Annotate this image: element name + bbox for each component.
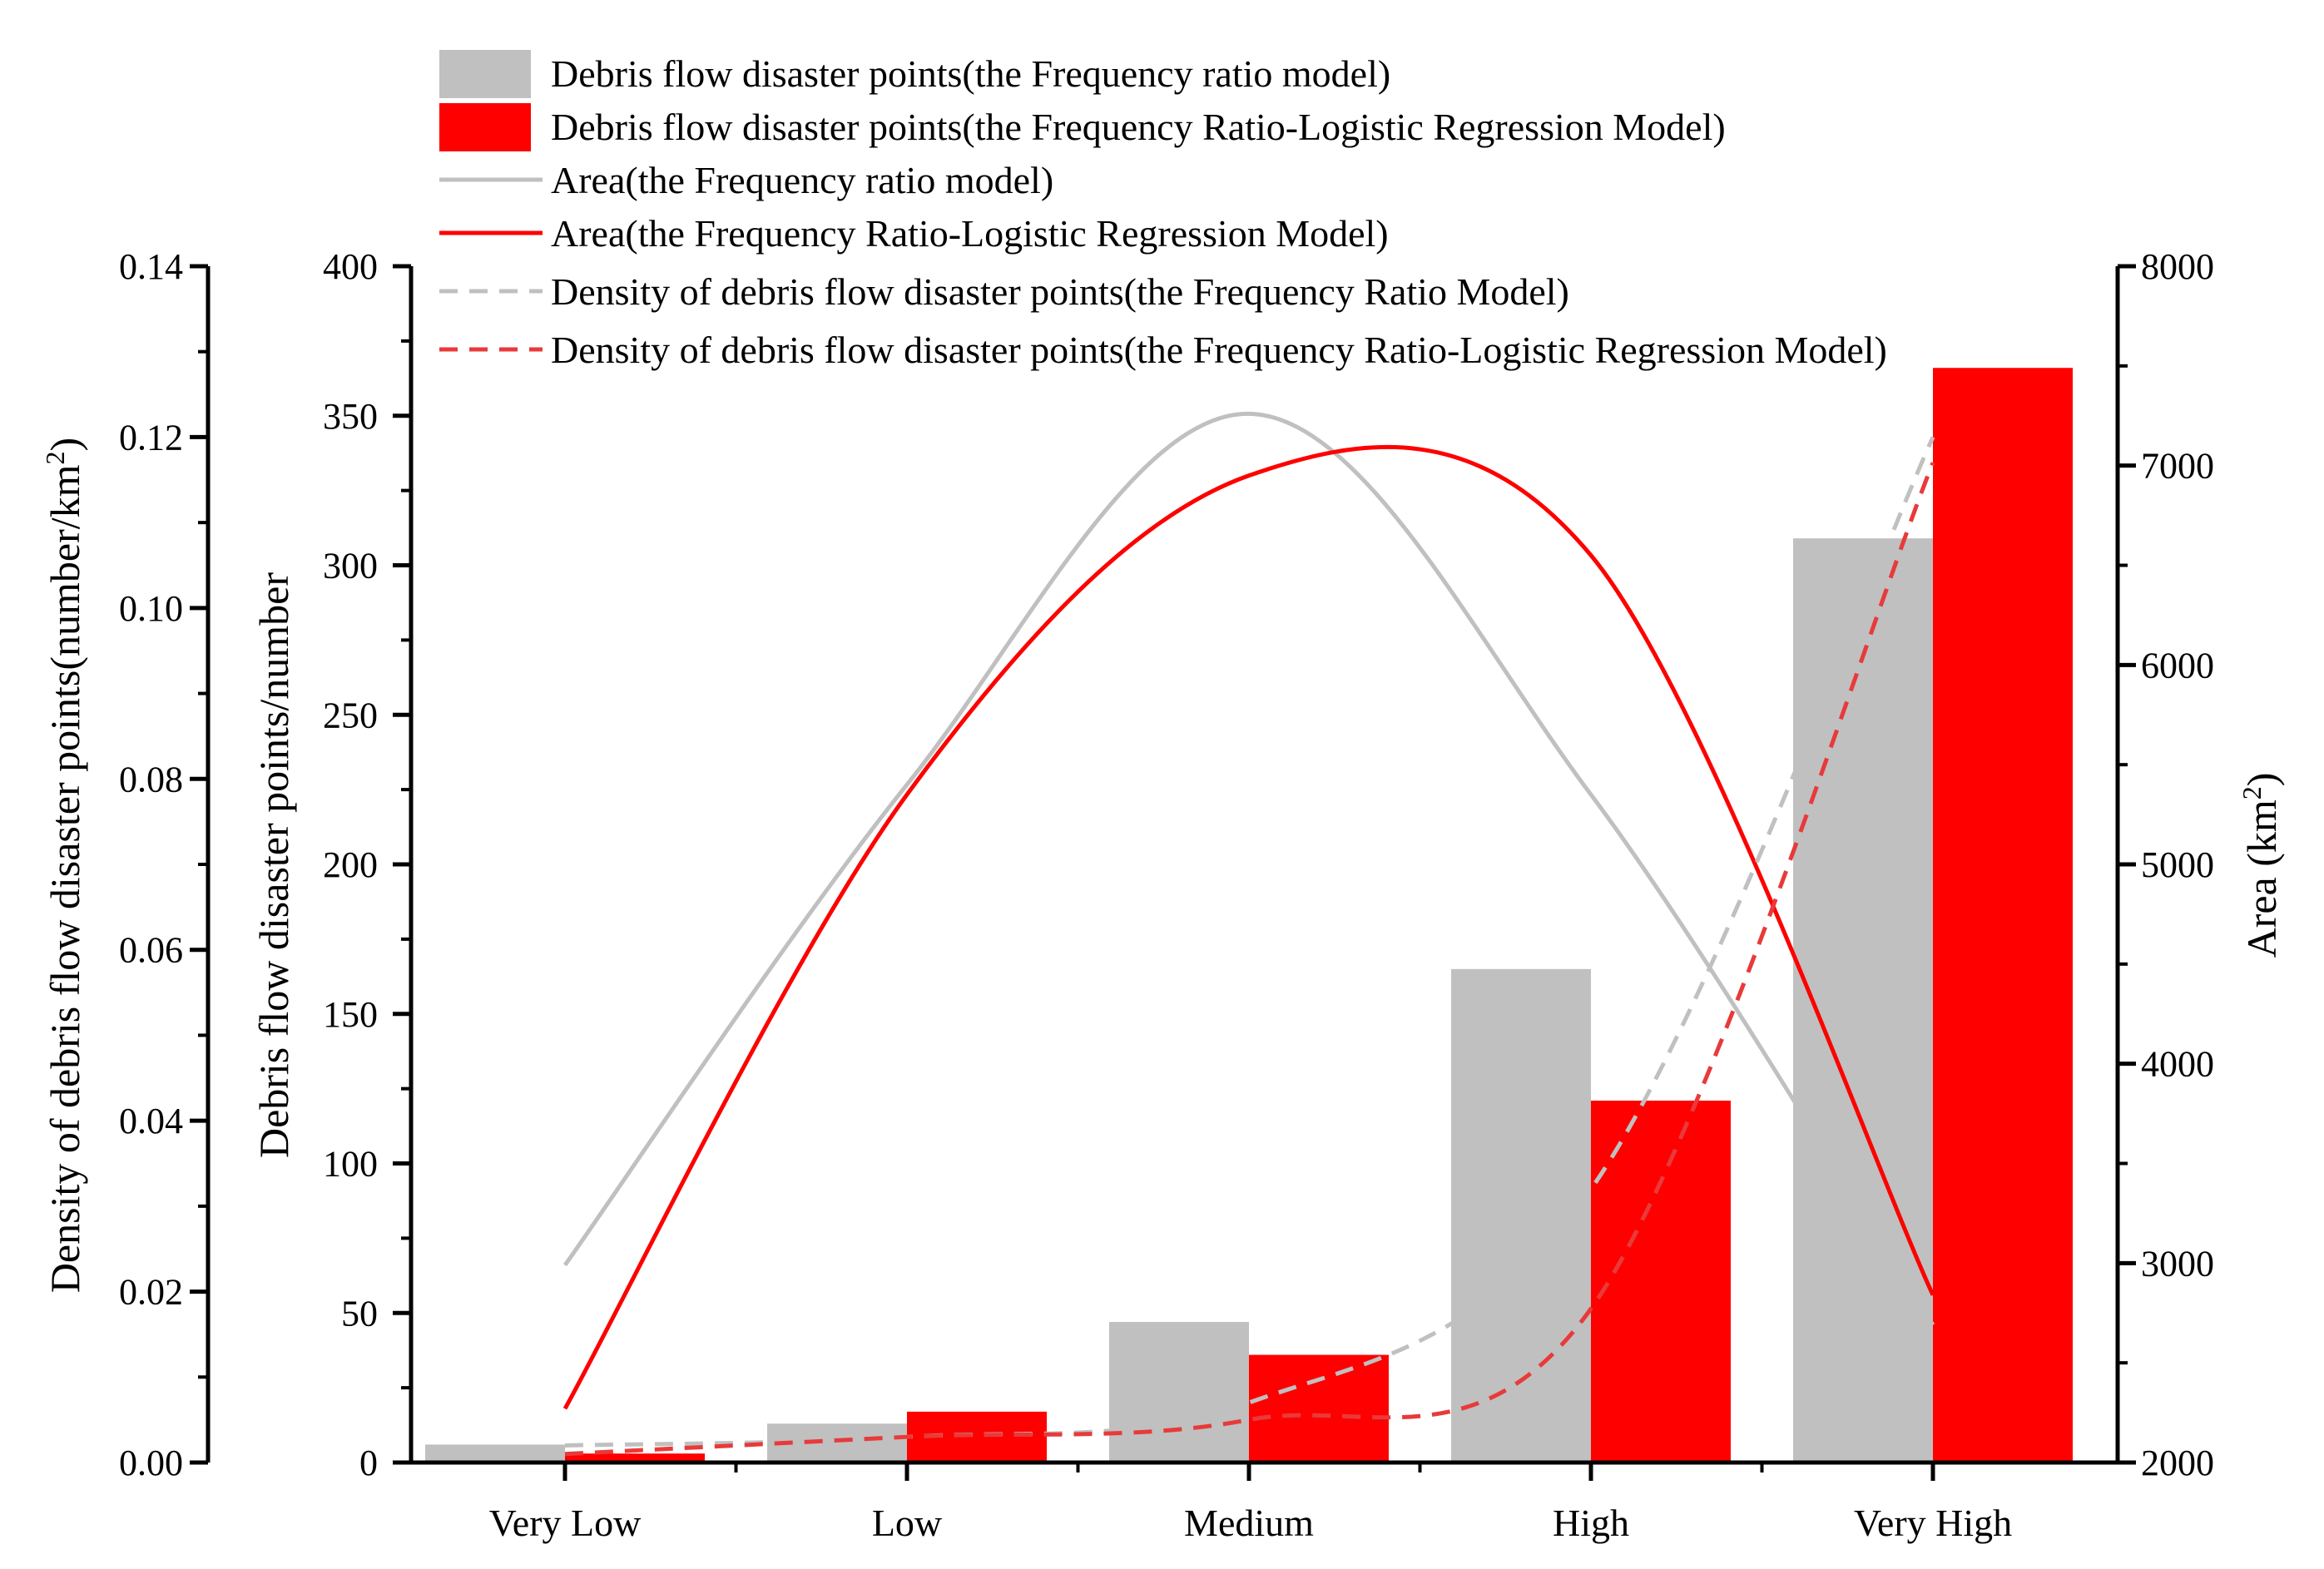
- points-axis-tick-label: 100: [323, 1144, 378, 1185]
- bar-frequency-ratio-very-low: [425, 1444, 565, 1463]
- points-axis-tick-label: 250: [323, 695, 378, 735]
- bars-layer: [425, 368, 2073, 1463]
- legend-label: Area(the Frequency Ratio-Logistic Regres…: [551, 212, 1389, 255]
- density-axis-tick-label: 0.06: [119, 930, 183, 971]
- category-label: Medium: [1184, 1502, 1314, 1544]
- legend: Debris flow disaster points(the Frequenc…: [439, 50, 1887, 371]
- density-axis-title: Density of debris flow disaster points(n…: [40, 438, 88, 1293]
- points-axis-tick-label: 350: [323, 396, 378, 437]
- legend-key-frlr-bar: [439, 103, 531, 151]
- area-axis-tick-label: 3000: [2141, 1243, 2214, 1284]
- category-label: Very High: [1854, 1502, 2012, 1544]
- points-axis-tick-label: 300: [323, 546, 378, 587]
- legend-label: Area(the Frequency ratio model): [551, 159, 1053, 201]
- legend-label: Debris flow disaster points(the Frequenc…: [551, 106, 1726, 148]
- lines-layer: [562, 411, 1935, 1457]
- bar-fr-lr-medium: [1249, 1354, 1389, 1463]
- density-line-fr-lr: [564, 462, 1935, 1457]
- category-label: Very Low: [489, 1502, 642, 1544]
- bar-fr-lr-very-low: [565, 1453, 705, 1463]
- density-axis-tick-label: 0.00: [119, 1443, 183, 1483]
- category-label: High: [1553, 1502, 1629, 1544]
- category-label: Low: [872, 1502, 943, 1544]
- density-axis-tick-label: 0.14: [119, 246, 183, 287]
- density-axis-tick-label: 0.10: [119, 588, 183, 629]
- area-axis-tick-label: 4000: [2141, 1044, 2214, 1085]
- area-axis-tick-label: 5000: [2141, 844, 2214, 885]
- density-axis-tick-label: 0.02: [119, 1272, 183, 1313]
- points-axis-tick-label: 200: [323, 844, 378, 885]
- density-axis-tick-label: 0.12: [119, 417, 183, 458]
- area-axis-title: Area (km2): [2237, 773, 2285, 958]
- points-axis-tick-label: 400: [323, 246, 378, 287]
- area-line-fr-lr: [562, 444, 1935, 1410]
- legend-label: Density of debris flow disaster points(t…: [551, 270, 1569, 313]
- legend-key-fr-bar: [439, 50, 531, 98]
- points-axis-title: Debris flow disaster points/number: [250, 572, 297, 1158]
- area-axis-tick-label: 8000: [2141, 246, 2214, 287]
- area-axis-tick-label: 7000: [2141, 446, 2214, 487]
- axes-layer: 0 50 100 150 200 250 300 350 400 0.00 0.02 0.04 0.06…: [40, 246, 2285, 1544]
- points-axis-tick-label: 50: [341, 1293, 378, 1334]
- area-line-frequency-ratio: [562, 411, 1935, 1326]
- legend-label: Density of debris flow disaster points(t…: [551, 329, 1887, 371]
- density-axis-tick-label: 0.04: [119, 1101, 183, 1141]
- bar-frequency-ratio-very-high: [1793, 538, 1933, 1463]
- density-axis-tick-label: 0.08: [119, 759, 183, 799]
- points-axis-tick-label: 150: [323, 994, 378, 1035]
- points-axis-tick-label: 0: [359, 1443, 378, 1483]
- bar-frequency-ratio-medium: [1109, 1322, 1249, 1463]
- bar-fr-lr-high: [1591, 1101, 1731, 1463]
- bar-fr-lr-very-high: [1933, 368, 2073, 1463]
- area-axis-tick-label: 2000: [2141, 1443, 2214, 1483]
- legend-label: Debris flow disaster points(the Frequenc…: [551, 52, 1390, 95]
- area-axis-tick-label: 6000: [2141, 645, 2214, 686]
